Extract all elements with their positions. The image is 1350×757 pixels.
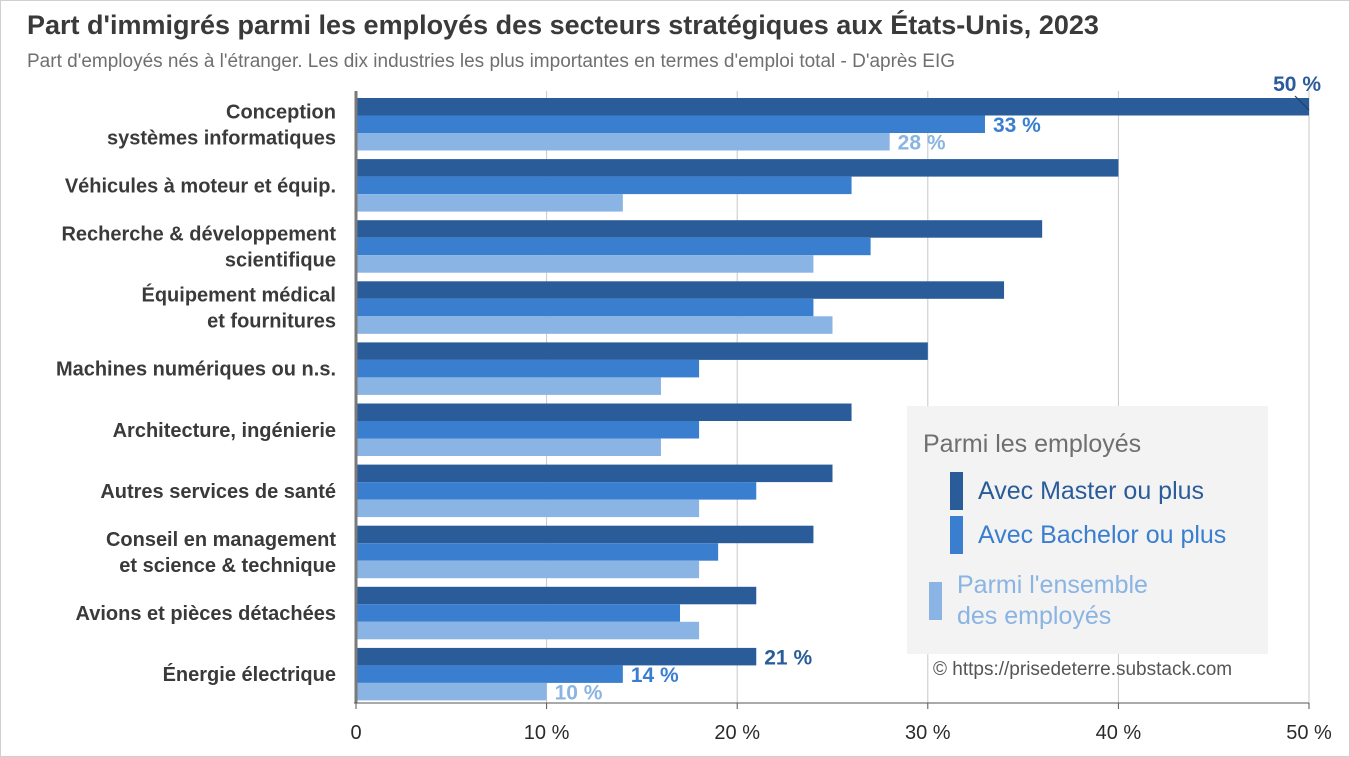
legend-label-all-line2: des employés (957, 602, 1112, 630)
bar (356, 482, 757, 500)
x-tick-label: 10 % (524, 722, 570, 744)
category-label: Énergie électrique (163, 663, 336, 686)
legend-swatch-master (950, 472, 963, 510)
bar (356, 543, 719, 561)
bar (356, 403, 852, 421)
bar (356, 176, 852, 195)
legend-label-bachelor: Avec Bachelor ou plus (978, 521, 1227, 549)
bar (356, 281, 1005, 299)
legend-title: Parmi les employés (923, 430, 1142, 458)
bar (356, 682, 547, 701)
category-label: systèmes informatiques (107, 127, 336, 149)
labels: Conception systèmes informatiques Véhicule… (56, 73, 1321, 704)
legend-swatch-all (929, 582, 942, 620)
bar (356, 316, 833, 334)
source-credit: © https://prisedeterre.substack.com (933, 659, 1233, 680)
bar (356, 115, 985, 133)
axes: 0 10 % 20 % 30 % 40 % 50 % (350, 91, 1332, 744)
category-label: et fournitures (207, 311, 336, 333)
data-label-leader (1294, 95, 1310, 111)
x-tick-label: 0 (350, 722, 361, 744)
bar (356, 133, 890, 151)
bar (356, 98, 1309, 116)
x-tick-label: 30 % (905, 722, 951, 744)
category-label: Conception (226, 101, 336, 123)
x-tick-label: 40 % (1096, 722, 1142, 744)
legend: Parmi les employés Avec Master ou plus A… (907, 406, 1268, 654)
bar (356, 665, 623, 683)
bar (356, 647, 757, 666)
bar (356, 237, 871, 256)
data-label: 50 % (1273, 73, 1321, 96)
legend-label-all-line1: Parmi l'ensemble (957, 571, 1148, 599)
legend-label-master: Avec Master ou plus (978, 477, 1205, 505)
bar (356, 159, 1119, 177)
category-label: Autres services de santé (100, 481, 336, 503)
bar (356, 255, 814, 273)
x-tick-label: 50 % (1286, 722, 1332, 744)
category-label: Recherche & développement (61, 223, 336, 245)
category-label: Équipement médical (142, 284, 337, 307)
chart-title: Part d'immigrés parmi les employés des s… (27, 10, 1099, 40)
data-label: 28 % (898, 132, 946, 155)
data-label: 10 % (555, 681, 603, 704)
bar (356, 298, 814, 317)
bar (356, 377, 661, 395)
data-label: 33 % (993, 114, 1041, 137)
data-label: 21 % (764, 646, 812, 669)
bar (356, 499, 700, 518)
bars (356, 98, 1309, 701)
bar (356, 220, 1043, 238)
category-label: Véhicules à moteur et équip. (65, 175, 336, 197)
bar (356, 604, 681, 622)
chart-subtitle: Part d'employés nés à l'étranger. Les di… (27, 51, 956, 72)
category-label: Architecture, ingénierie (113, 420, 336, 442)
bar (356, 421, 700, 439)
category-label: Avions et pièces détachées (76, 603, 337, 625)
bar (356, 525, 814, 544)
bar (356, 560, 700, 579)
bar (356, 438, 661, 456)
bar (356, 342, 928, 360)
category-label: et science & technique (119, 555, 336, 577)
bar (356, 464, 833, 483)
bar (356, 586, 757, 605)
bar (356, 359, 700, 378)
bar (356, 621, 700, 640)
data-label: 14 % (631, 664, 679, 687)
category-label: scientifique (225, 249, 336, 271)
bar (356, 194, 623, 212)
category-label: Conseil en management (106, 529, 336, 551)
legend-swatch-bachelor (950, 516, 963, 554)
x-tick-label: 20 % (714, 722, 760, 744)
category-label: Machines numériques ou n.s. (56, 359, 336, 381)
